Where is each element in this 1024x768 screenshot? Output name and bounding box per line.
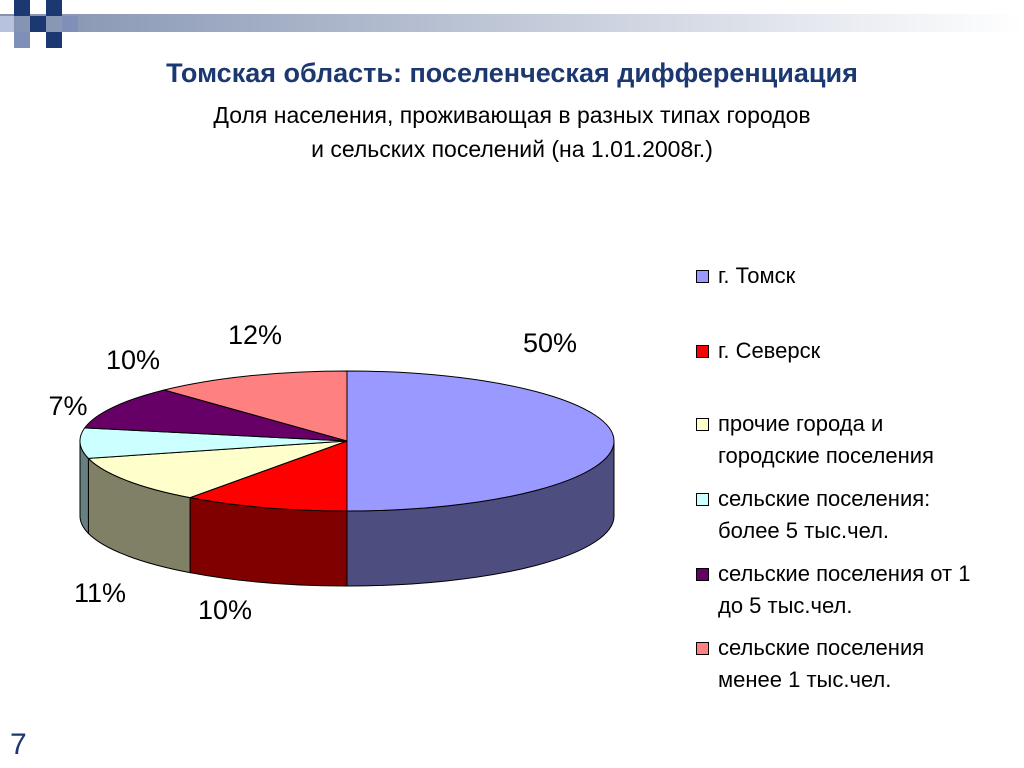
legend-swatch (696, 642, 709, 655)
legend-label: сельские поселения от 1 до 5 тыс.чел. (718, 561, 971, 618)
pie: 50% 10% 11% 7% 10% 12% (48, 320, 615, 625)
pie-slice (346, 370, 615, 512)
value-label: 10% (106, 345, 160, 375)
value-label: 10% (198, 595, 252, 625)
title: Томская область: поселенческая дифференц… (166, 58, 858, 88)
legend-swatch (696, 345, 709, 358)
legend-item: г. Северск (696, 335, 986, 367)
legend-label: сельские поселения менее 1 тыс.чел. (718, 635, 925, 692)
page-number: 7 (10, 728, 27, 761)
pie-slice (83, 389, 348, 442)
legend-item: сельские поселения менее 1 тыс.чел. (696, 632, 986, 696)
pie-slice (87, 440, 348, 499)
legend-swatch (696, 568, 709, 581)
legend-item: г. Томск (696, 260, 986, 292)
value-label: 50% (523, 328, 577, 358)
header-squares (0, 0, 78, 48)
legend-swatch (696, 270, 709, 283)
legend-item: сельские поселения от 1 до 5 тыс.чел. (696, 558, 986, 622)
value-label: 12% (228, 320, 282, 350)
pie-slice (79, 427, 348, 459)
value-label: 7% (48, 391, 87, 421)
subtitle: и сельских поселений (на 1.01.2008г.) (311, 136, 713, 162)
pie-slice (188, 440, 348, 512)
pie-slice (162, 370, 348, 442)
legend-swatch (696, 418, 709, 431)
legend-label: г. Томск (718, 263, 796, 288)
legend-label: прочие города и городские поселения (718, 411, 934, 468)
legend-item: сельские поселения: более 5 тыс.чел. (696, 483, 986, 547)
legend-label: сельские поселения: более 5 тыс.чел. (718, 486, 931, 543)
legend-item: прочие города и городские поселения (696, 408, 986, 472)
legend-swatch (696, 493, 709, 506)
legend-label: г. Северск (718, 338, 821, 363)
value-label: 11% (74, 578, 126, 608)
subtitle: Доля населения, проживающая в разных тип… (213, 102, 811, 128)
header-bar (0, 14, 1024, 32)
